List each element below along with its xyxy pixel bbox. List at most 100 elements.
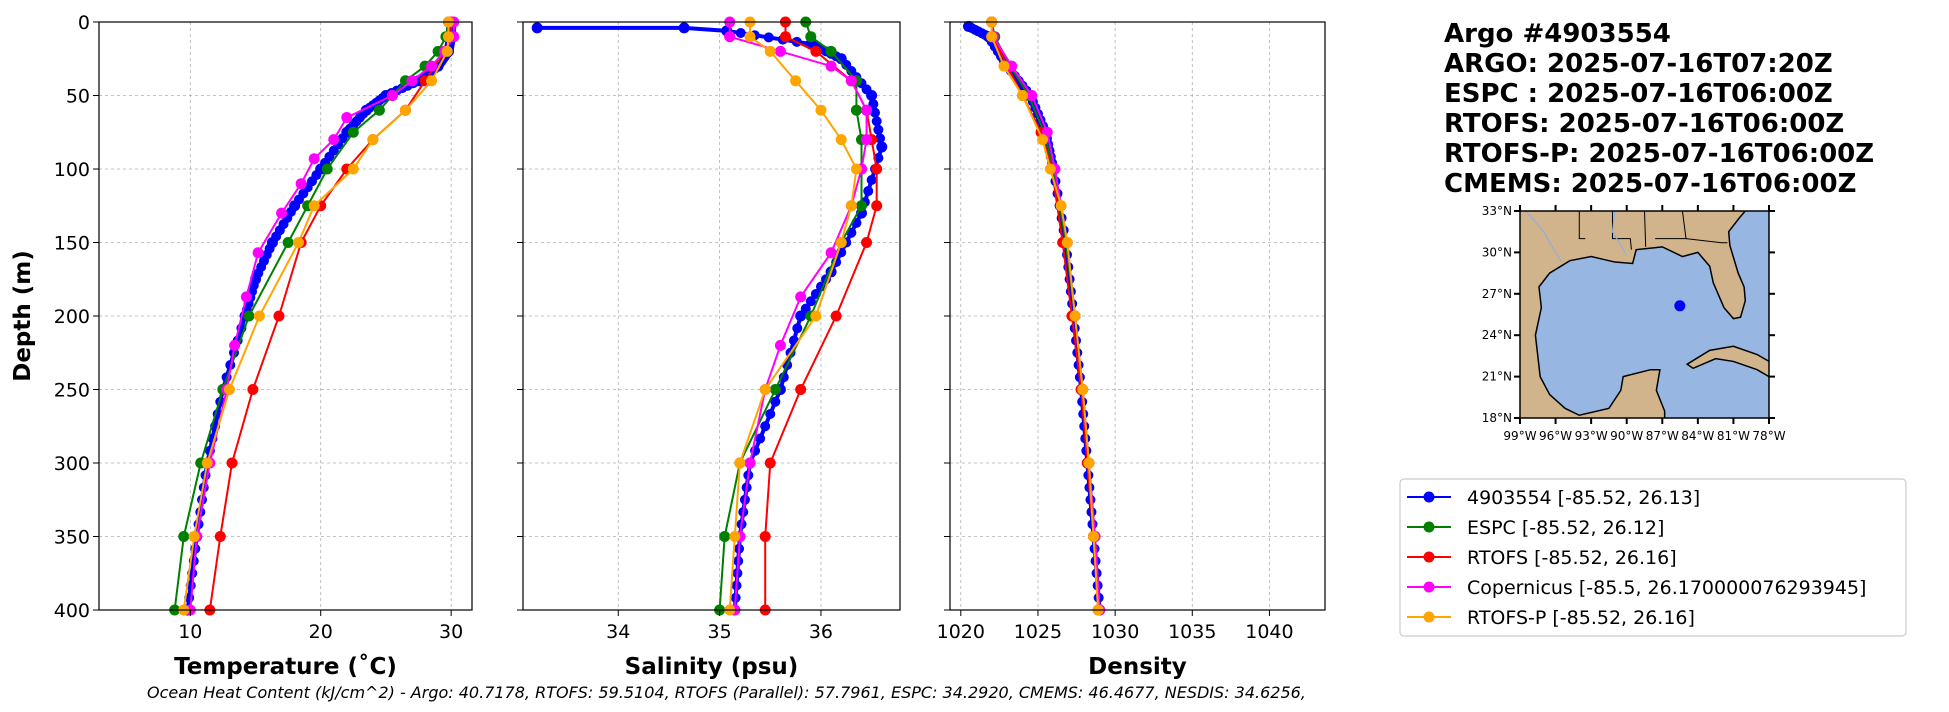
y-tick-label: 400 — [54, 600, 90, 622]
data-point — [719, 531, 731, 542]
data-point — [830, 310, 842, 322]
data-point — [815, 104, 827, 116]
data-point — [759, 531, 771, 542]
legend-entry: 4903554 [-85.52, 26.13] — [1407, 487, 1700, 509]
legend-entry: RTOFS [-85.52, 26.16] — [1407, 547, 1677, 569]
x-tick-label: 20 — [309, 621, 333, 643]
data-point — [293, 237, 305, 248]
data-point — [426, 75, 438, 87]
series-line — [728, 22, 858, 611]
state-border — [1644, 211, 1647, 247]
ocean-heat-content-footer: Ocean Heat Content (kJ/cm^2) - Argo: 40.… — [147, 683, 1306, 702]
data-point — [810, 310, 822, 322]
data-point — [1017, 90, 1029, 101]
data-point — [825, 60, 837, 72]
data-point — [214, 531, 226, 542]
data-point — [229, 339, 241, 351]
legend-marker — [1423, 551, 1435, 563]
x-tick-label: 34 — [606, 621, 630, 643]
data-point — [373, 104, 385, 116]
y-tick-label: 150 — [54, 233, 90, 255]
map-lat-label: 33°N — [1482, 204, 1512, 218]
data-point — [243, 310, 255, 322]
data-point — [876, 141, 888, 153]
data-point — [779, 31, 791, 43]
y-tick-label: 100 — [54, 159, 90, 181]
data-point — [825, 45, 837, 57]
data-point — [850, 163, 862, 175]
legend-entry: Copernicus [-85.5, 26.170000076293945] — [1407, 577, 1866, 599]
data-point — [759, 384, 771, 395]
data-point — [308, 200, 320, 212]
y-tick-label: 200 — [54, 306, 90, 328]
map-lon-label: 99°W — [1503, 429, 1536, 443]
series-rtofs-p — [178, 16, 455, 616]
legend-marker — [1423, 611, 1435, 623]
data-point — [835, 134, 847, 146]
legend-marker — [1423, 491, 1435, 503]
series-line — [537, 25, 884, 611]
data-point — [770, 396, 781, 407]
data-point — [774, 339, 786, 351]
data-point — [273, 310, 285, 322]
data-point — [1026, 90, 1038, 101]
data-point — [778, 372, 789, 383]
data-point — [861, 134, 873, 146]
data-point — [861, 237, 873, 248]
data-point — [729, 531, 741, 542]
data-point — [247, 384, 259, 395]
series-line — [173, 21, 450, 611]
data-point — [870, 107, 881, 118]
data-point — [734, 457, 746, 469]
data-point — [226, 457, 238, 469]
y-tick-label: 0 — [78, 12, 90, 34]
series-line — [764, 22, 878, 610]
title-line: ESPC : 2025-07-16T06:00Z — [1444, 79, 1833, 109]
data-point — [223, 384, 235, 395]
data-point — [347, 163, 359, 175]
data-point — [178, 531, 190, 542]
map-lat-label: 27°N — [1482, 287, 1512, 301]
series-line — [185, 24, 454, 611]
data-point — [1083, 457, 1095, 469]
data-point — [426, 60, 438, 72]
data-point — [744, 31, 756, 43]
x-tick-label: 1035 — [1168, 621, 1216, 643]
data-point — [871, 200, 883, 212]
data-point — [861, 84, 872, 95]
series-line — [728, 22, 868, 611]
y-tick-label: 300 — [54, 453, 90, 475]
legend-label: RTOFS-P [-85.52, 26.16] — [1467, 607, 1695, 629]
data-point — [866, 175, 877, 186]
series-4903554 — [182, 19, 457, 616]
legend-label: Copernicus [-85.5, 26.170000076293945] — [1467, 577, 1866, 599]
data-point — [282, 237, 294, 248]
series-line — [718, 21, 863, 611]
data-point — [765, 409, 776, 419]
x-tick-label: 1025 — [1014, 621, 1062, 643]
series-rtofs — [986, 16, 1104, 616]
title-line: RTOFS: 2025-07-16T06:00Z — [1444, 109, 1844, 139]
data-point — [1069, 310, 1081, 322]
title-line: CMEMS: 2025-07-16T06:00Z — [1444, 169, 1856, 199]
map-lon-label: 78°W — [1752, 429, 1785, 443]
profile-panel-2: 1020 1025 1030 1035 1040 Density — [937, 16, 1326, 680]
legend-label: RTOFS [-85.52, 26.16] — [1467, 547, 1677, 569]
argo-float-marker — [1674, 300, 1686, 312]
data-point — [871, 116, 882, 127]
data-point — [271, 231, 282, 242]
data-point — [855, 200, 867, 212]
data-point — [347, 126, 359, 138]
data-point — [744, 457, 756, 469]
x-tick-label: 30 — [439, 621, 463, 643]
legend-marker — [1423, 581, 1435, 593]
data-point — [810, 45, 822, 57]
data-point — [790, 75, 802, 87]
data-point — [873, 124, 884, 135]
map-lat-label: 30°N — [1482, 245, 1512, 259]
data-point — [367, 134, 379, 146]
legend: 4903554 [-85.52, 26.13] ESPC [-85.52, 26.… — [1399, 478, 1907, 637]
profile-panel-0: 10 20 30050100150200250300350400Temperatur… — [54, 12, 473, 680]
data-point — [321, 163, 333, 175]
